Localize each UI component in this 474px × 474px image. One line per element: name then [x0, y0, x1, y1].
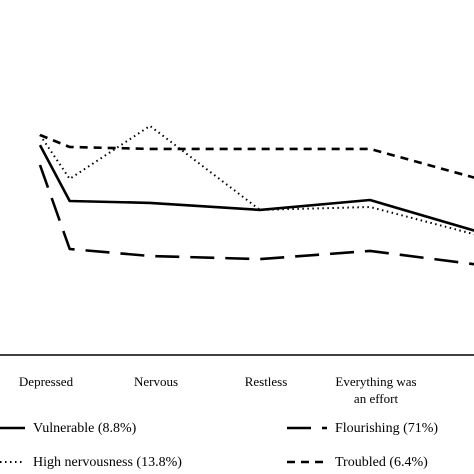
series-layer [38, 124, 474, 266]
legend: Vulnerable (8.8%) Flourishing (71%) High n… [0, 421, 438, 470]
x-tick-label: Depressed [19, 374, 74, 389]
legend-entry: Flourishing (71%) [287, 421, 438, 436]
series-line-high-nervousness [39, 124, 474, 236]
x-tick-label: Everything was an effort [335, 374, 416, 406]
legend-label: Flourishing (71%) [335, 421, 438, 436]
x-tick-labels: Depressed Nervous Restless Everything was an… [19, 374, 417, 406]
legend-entry: Troubled (6.4%) [287, 455, 428, 470]
x-tick-label: Restless [245, 374, 288, 389]
legend-entry: Vulnerable (8.8%) [0, 421, 137, 436]
legend-label: Troubled (6.4%) [335, 455, 428, 470]
series-line-troubled [39, 133, 474, 179]
x-tick-label: Nervous [134, 374, 178, 389]
legend-label: Vulnerable (8.8%) [33, 421, 137, 436]
series-line-flourishing [38, 164, 474, 266]
series-line-vulnerable [38, 144, 474, 232]
legend-entry: High nervousness (13.8%) [0, 455, 182, 470]
legend-label: High nervousness (13.8%) [33, 455, 182, 470]
